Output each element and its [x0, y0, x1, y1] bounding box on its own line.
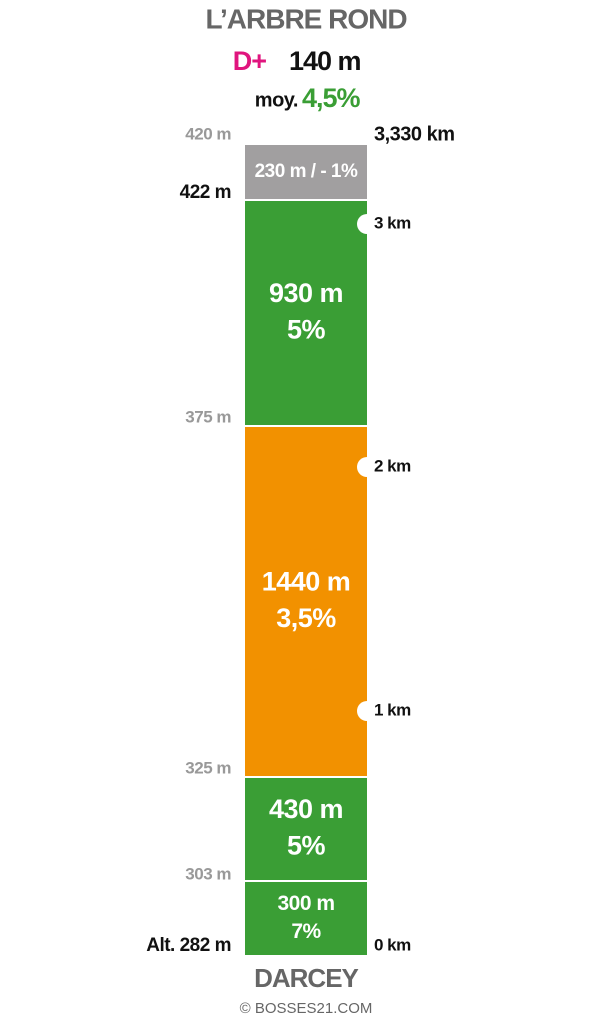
km-notch [357, 701, 377, 721]
segment-label: 3,5% [276, 603, 336, 633]
segment [245, 201, 367, 425]
segment [245, 145, 367, 199]
segment-label: 1440 m [262, 566, 351, 596]
title: L’ARBRE ROND [205, 3, 407, 34]
segment-label: 300 m [277, 892, 334, 915]
segments: 230 m / - 1% 930 m 5% 1440 m 3,5% 430 m 5% 300 … [245, 145, 367, 955]
altitude-label: 325 m [185, 758, 231, 777]
distance-label: 2 km [374, 456, 411, 475]
km-notch [357, 214, 377, 234]
segment-label: 430 m [269, 794, 343, 824]
km-notch [357, 457, 377, 477]
altitude-label: 422 m [180, 182, 231, 203]
altitude-label: 303 m [185, 864, 231, 883]
segment [245, 778, 367, 880]
distance-label: 3,330 km [374, 123, 455, 145]
segment-label: 5% [287, 314, 326, 344]
average: 4,5% [302, 83, 361, 113]
distance-label: 1 km [374, 700, 411, 719]
segment-label: 930 m [269, 278, 343, 308]
altitude-label: 375 m [185, 407, 231, 426]
labels: 420 m 422 m 375 m 325 m 303 m Alt. 282 m 3,330… [146, 123, 455, 956]
altitude-label: 420 m [185, 124, 231, 143]
gain: 140 m [289, 46, 361, 76]
distance-label: 3 km [374, 213, 411, 232]
segment-label: 7% [291, 920, 321, 943]
segment-label: 5% [287, 830, 326, 860]
segment [245, 427, 367, 776]
average-prefix: moy. [255, 89, 298, 111]
altitude-label: Alt. 282 m [146, 935, 231, 956]
segment [245, 882, 367, 955]
segment-label: 230 m / - 1% [255, 161, 358, 182]
start-name: DARCEY [254, 963, 358, 993]
distance-label: 0 km [374, 935, 411, 954]
gain-prefix: D+ [233, 46, 266, 76]
credit: © BOSSES21.COM [240, 1000, 373, 1017]
